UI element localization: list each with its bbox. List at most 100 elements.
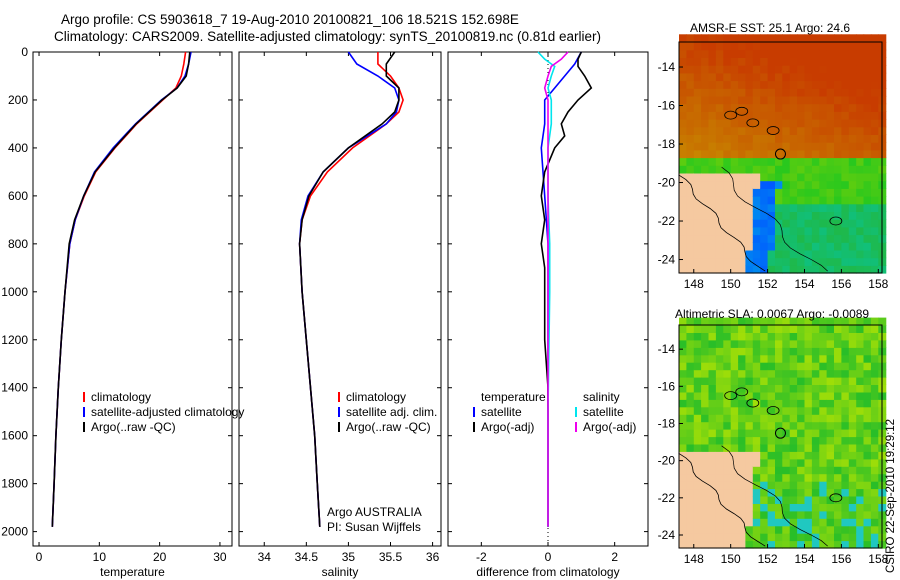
sst-map-cell	[730, 49, 739, 58]
sst-map-cell	[856, 80, 865, 89]
sst-map-cell	[701, 42, 710, 51]
sst-map-cell	[848, 180, 857, 189]
sla-map-cell	[775, 451, 783, 460]
sla-map-cell	[679, 540, 687, 549]
sla-map-cell	[730, 399, 739, 408]
sla-map-cell	[797, 540, 806, 549]
salinity-xtick-label: 35.5	[379, 550, 403, 564]
sla-map-cell	[693, 443, 702, 452]
sst-map-cell	[686, 203, 695, 212]
sst-map-cell	[701, 95, 710, 105]
sla-map-cell	[841, 339, 850, 348]
sst-map-cell	[738, 203, 747, 212]
sst-map-cell	[856, 42, 865, 51]
sla-map-cell	[797, 488, 806, 497]
sst-map-cell	[863, 72, 872, 82]
sst-map-cell	[775, 57, 783, 66]
sst-map-cell	[826, 188, 835, 197]
sla-map-cell	[708, 347, 717, 356]
sla-map-cell	[752, 473, 761, 482]
sst-map-cell	[775, 149, 783, 159]
sst-map-cell	[856, 226, 865, 236]
sla-map-cell	[701, 369, 710, 378]
sla-map-cell	[797, 436, 806, 445]
sla-map-cell	[752, 399, 761, 408]
sst-map-cell	[679, 219, 687, 228]
sst-map-cell	[834, 49, 842, 58]
sla-map-cell	[679, 473, 687, 482]
sst-map-cell	[752, 119, 761, 128]
sla-map-cell	[797, 347, 806, 356]
sst-map-cell	[870, 257, 879, 266]
sla-map-cell	[856, 332, 865, 341]
sla-map-cell	[745, 481, 754, 490]
sst-map-cell	[797, 126, 806, 135]
salinity-xtick-label: 36	[426, 550, 440, 564]
sst-map-cell	[819, 65, 828, 74]
sla-map-cell	[730, 369, 739, 378]
sla-map-cell	[708, 354, 717, 363]
sst-map-cell	[760, 172, 769, 182]
sst-map-cell	[848, 203, 857, 212]
sla-map-cell	[723, 466, 732, 475]
sst-map-cell	[738, 180, 747, 189]
sst-map-cell	[870, 242, 879, 251]
sst-map-cell	[775, 42, 783, 51]
sst-map-cell	[686, 234, 695, 243]
sla-map-cell	[701, 473, 710, 482]
sla-map-cell	[782, 443, 791, 452]
sla-map-cell	[848, 421, 857, 430]
sla-map-cell	[679, 347, 687, 356]
sst-map-cell	[782, 265, 791, 274]
sla-map-cell	[863, 473, 872, 482]
sst-map-cell	[834, 203, 842, 212]
sla-map-cell	[826, 332, 835, 341]
sst-map-cell	[730, 203, 739, 212]
sst-map-cell	[848, 242, 857, 251]
sla-map-cell	[856, 429, 865, 438]
pi-name-label: PI: Susan Wijffels	[327, 520, 421, 534]
sst-map-cell	[826, 265, 835, 274]
sla-map-cell	[848, 399, 857, 408]
sst-map-cell	[797, 103, 806, 112]
sla-map-cell	[804, 414, 813, 423]
sst-map-cell	[738, 80, 747, 89]
sst-map-cell	[730, 249, 739, 259]
sla-map-cell	[804, 473, 813, 482]
sst-map-cell	[693, 119, 702, 128]
sla-map-cell	[738, 429, 747, 438]
sst-map-cell	[789, 249, 798, 259]
sla-map-cell	[863, 496, 872, 504]
sla-map-cell	[730, 354, 739, 363]
sst-map-cell	[848, 80, 857, 89]
salinity-axes-frame	[238, 51, 442, 547]
sst-map-cell	[782, 180, 791, 189]
sst-map-cell	[804, 95, 813, 105]
sla-map-cell	[730, 429, 739, 438]
sla-map-cell	[745, 347, 754, 356]
sla-xtick-label: 154	[794, 552, 814, 566]
sla-map-cell	[848, 317, 857, 326]
sla-map-cell	[723, 414, 732, 423]
sst-map-cell	[679, 211, 687, 220]
sla-map-cell	[841, 429, 850, 438]
sla-map-cell	[819, 317, 828, 326]
sla-map-cell	[708, 510, 717, 519]
sst-map-cell	[863, 142, 872, 151]
sla-map-cell	[789, 421, 798, 430]
sst-map-cell	[730, 65, 739, 74]
sla-map-cell	[693, 391, 702, 400]
sla-map-frame	[678, 324, 883, 549]
sla-map-cell	[863, 443, 872, 452]
sla-map-cell	[708, 525, 717, 534]
sla-map-cell	[826, 399, 835, 408]
sst-map-cell	[775, 242, 783, 251]
sla-map-cell	[760, 533, 769, 542]
sla-map-cell	[701, 377, 710, 385]
sst-map-cell	[723, 72, 732, 82]
sla-map-cell	[708, 384, 717, 393]
temperature-xtick-label: 0	[36, 550, 43, 564]
sla-map-cell	[856, 377, 865, 385]
sla-map-cell	[708, 421, 717, 430]
sla-map-cell	[760, 362, 769, 371]
